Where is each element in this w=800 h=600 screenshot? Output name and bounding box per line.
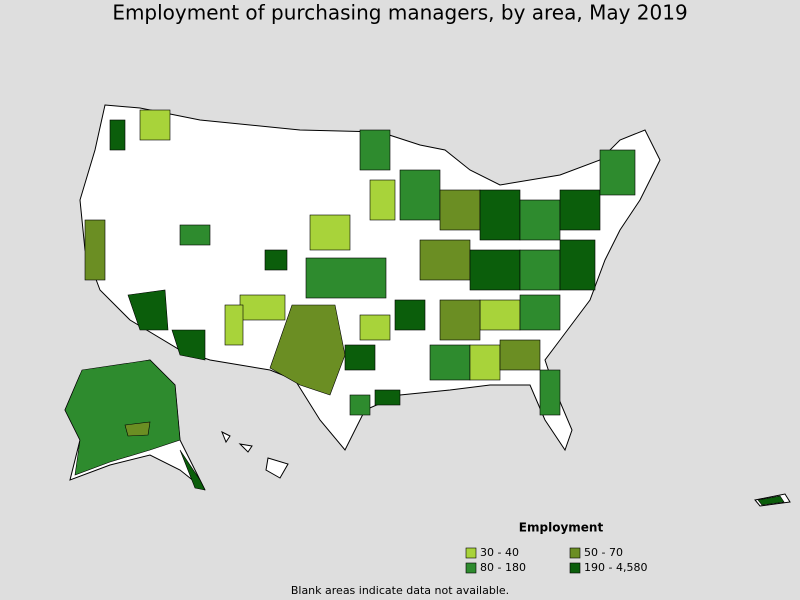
- map-title: Employment of purchasing managers, by ar…: [112, 1, 687, 25]
- area: [469, 249, 521, 291]
- area: [344, 344, 376, 371]
- area: [139, 109, 171, 141]
- area: [757, 495, 785, 506]
- area: [124, 421, 151, 437]
- area: [559, 239, 596, 291]
- legend-swatch: [465, 562, 477, 574]
- area: [309, 214, 351, 251]
- legend-label: 190 - 4,580: [584, 561, 647, 574]
- area: [359, 314, 391, 341]
- area: [84, 219, 106, 281]
- area: [519, 199, 561, 241]
- area: [399, 169, 441, 221]
- areas: [64, 109, 785, 506]
- area: [439, 189, 481, 231]
- area: [239, 294, 286, 321]
- area: [224, 304, 244, 346]
- area: [179, 224, 211, 246]
- area: [469, 344, 501, 381]
- area: [359, 129, 391, 171]
- legend: Employment 30 - 40 50 - 70 80 - 180 190 - 4…: [465, 521, 647, 574]
- area: [109, 119, 126, 151]
- area: [479, 189, 521, 241]
- area: [539, 369, 561, 416]
- legend-label: 80 - 180: [480, 561, 526, 574]
- area: [394, 299, 426, 331]
- area: [499, 339, 541, 371]
- note: Blank areas indicate data not available.: [291, 584, 509, 597]
- area: [349, 394, 371, 416]
- area: [305, 257, 387, 299]
- hawaii: [221, 430, 231, 444]
- area: [419, 239, 471, 281]
- hawaii: [238, 443, 253, 453]
- area: [439, 299, 481, 341]
- map: [64, 104, 791, 507]
- area: [127, 289, 169, 331]
- area: [264, 249, 288, 271]
- area: [519, 294, 561, 331]
- area: [479, 299, 521, 331]
- legend-label: 50 - 70: [584, 546, 623, 559]
- legend-swatch: [465, 547, 477, 559]
- area: [374, 389, 401, 406]
- area: [64, 359, 181, 476]
- legend-swatch: [569, 547, 581, 559]
- legend-swatch: [569, 562, 581, 574]
- area: [599, 149, 636, 196]
- hawaii: [265, 457, 289, 479]
- area: [519, 249, 561, 291]
- legend-title: Employment: [519, 521, 604, 535]
- area: [269, 304, 346, 396]
- legend-label: 30 - 40: [480, 546, 519, 559]
- area: [369, 179, 396, 221]
- area: [559, 189, 601, 231]
- area: [171, 329, 206, 361]
- area: [179, 449, 206, 491]
- area: [429, 344, 471, 381]
